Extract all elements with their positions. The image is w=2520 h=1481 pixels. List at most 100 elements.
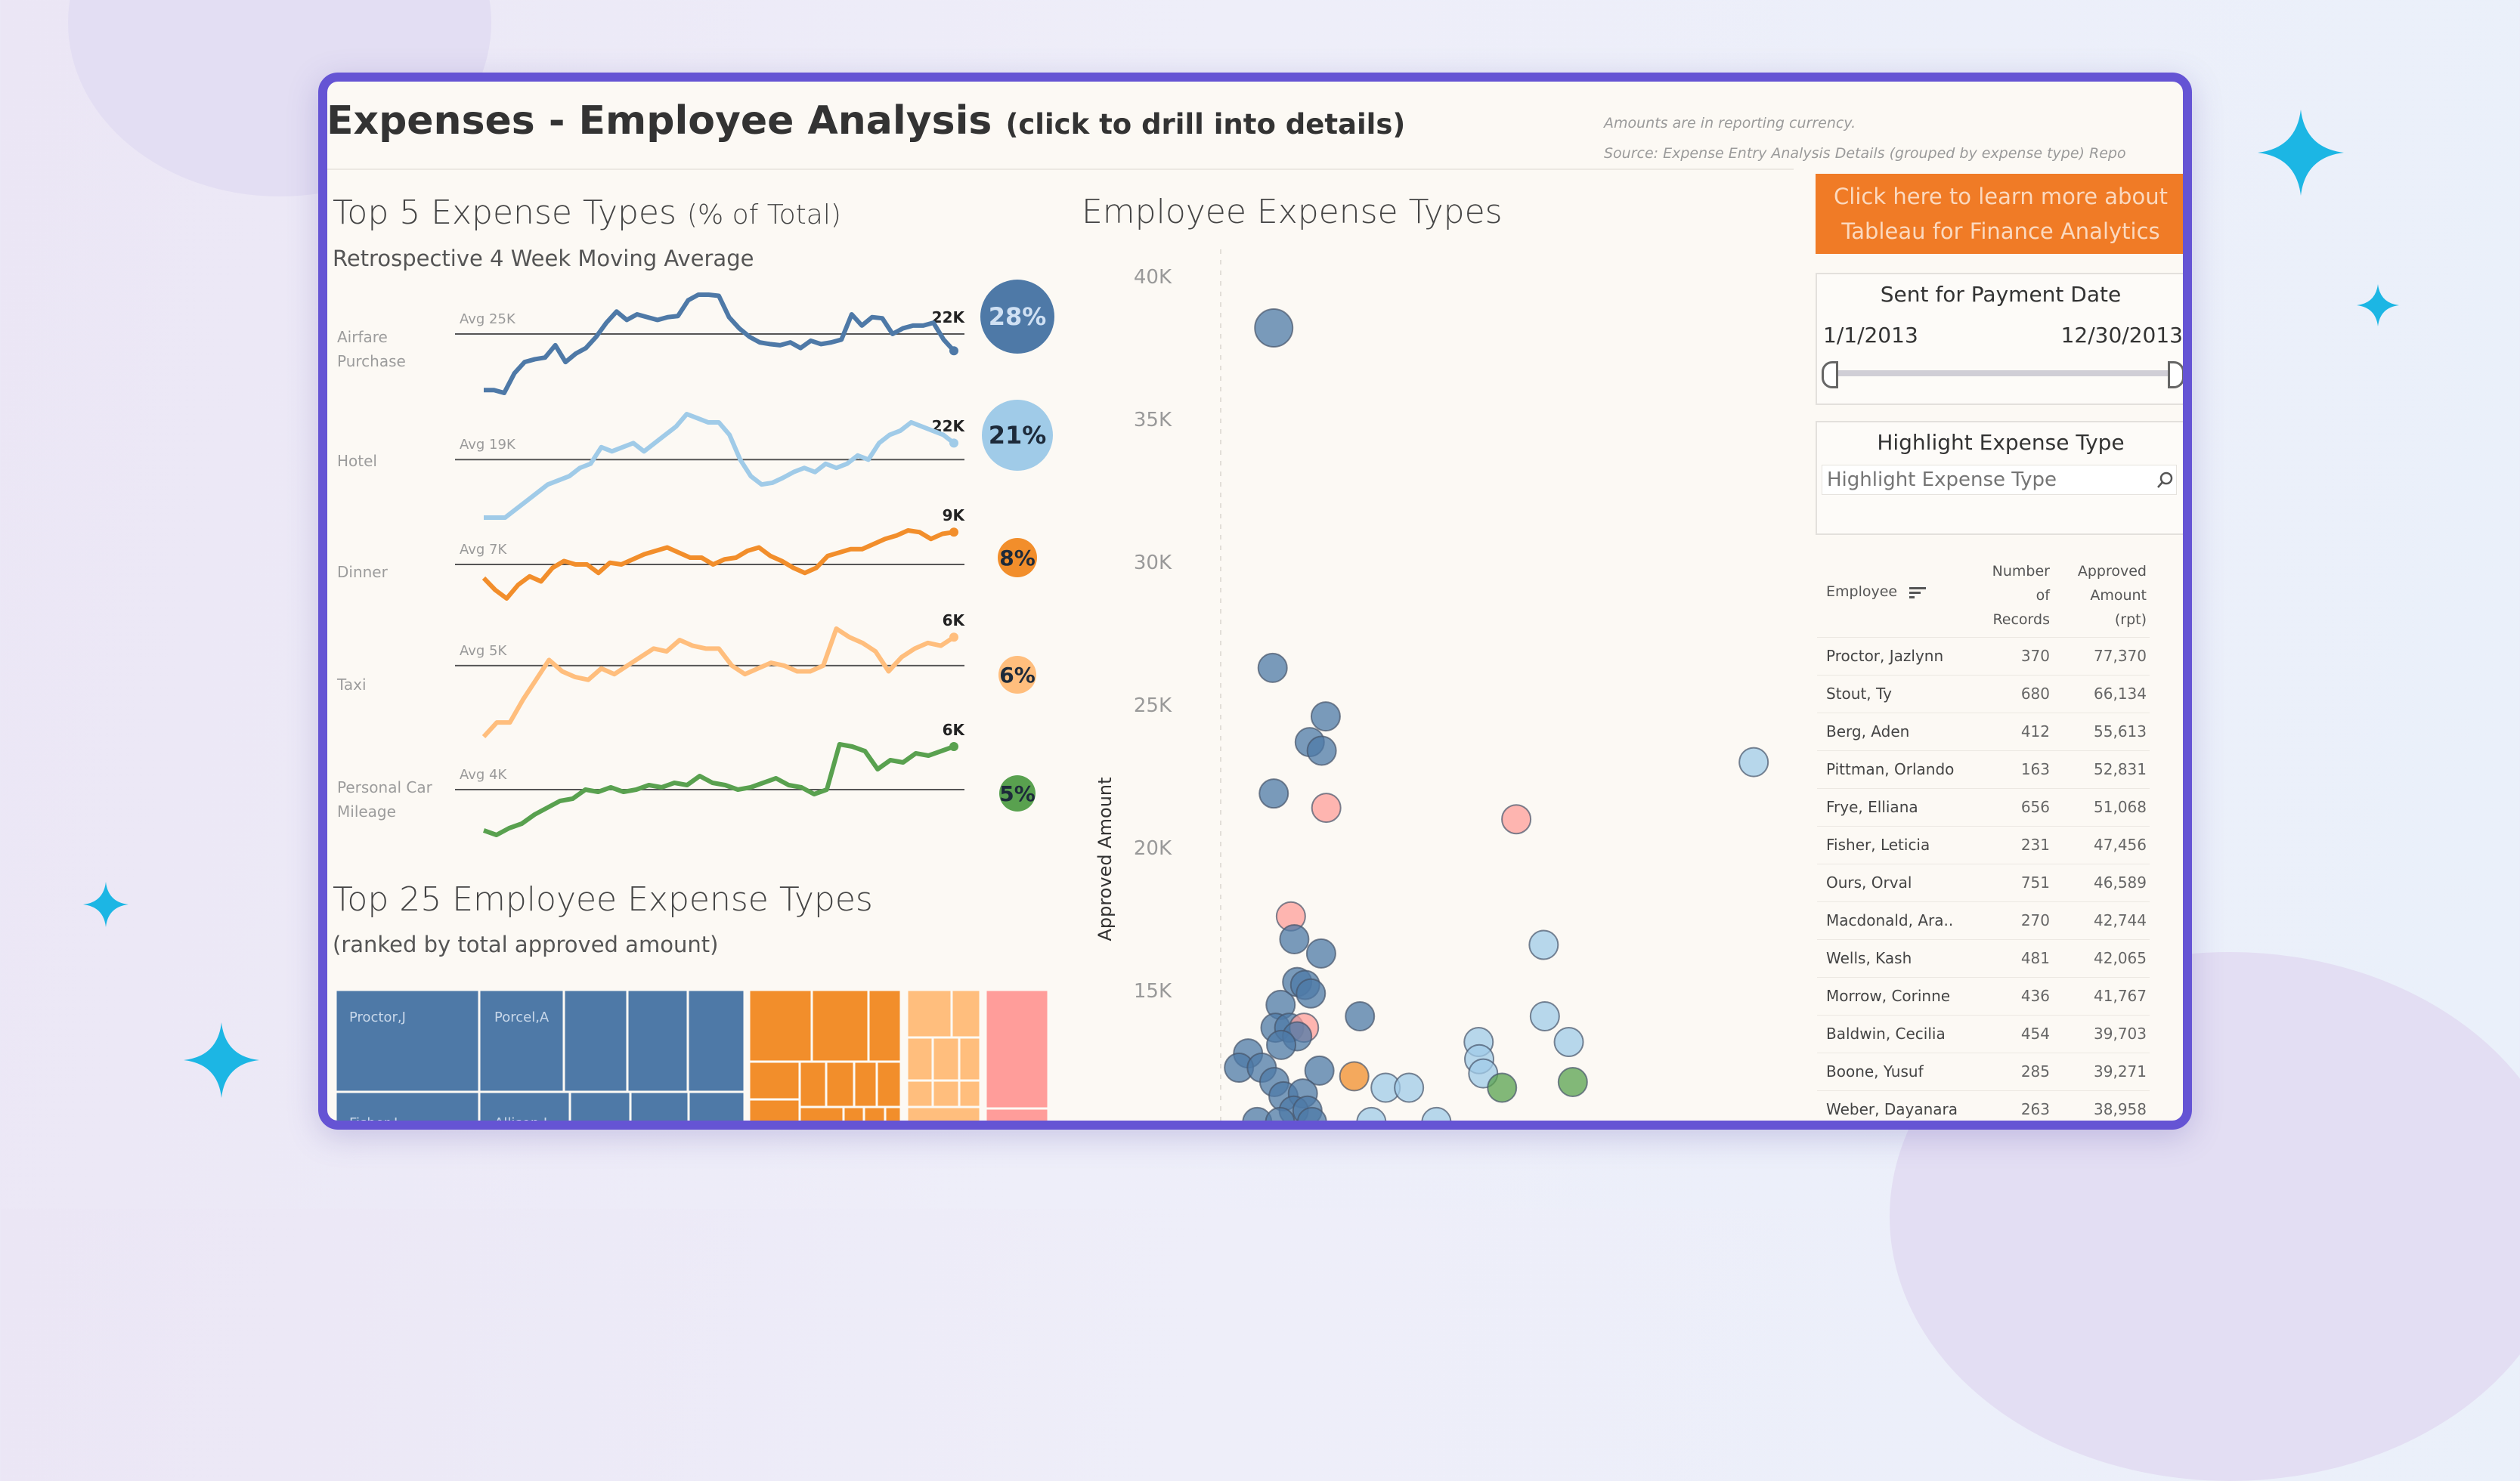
scatter-point[interactable]: [1242, 1106, 1273, 1136]
table-row[interactable]: Boone, Yusuf 285 39,271: [1817, 1053, 2150, 1091]
treemap-cell[interactable]: [867, 988, 902, 1063]
treemap-cell[interactable]: [748, 1098, 801, 1137]
scatter-point[interactable]: [1311, 793, 1342, 824]
record-count: 412: [2020, 722, 2050, 740]
scatter-point[interactable]: [1296, 978, 1327, 1009]
table-row[interactable]: Wells, Kash 481 42,065: [1817, 939, 2150, 978]
scatter-point[interactable]: [1553, 1027, 1584, 1058]
sparkline-series[interactable]: [484, 292, 956, 395]
sparkle-icon: [184, 1022, 259, 1098]
sparkline-end-point: [949, 742, 958, 751]
treemap-cell[interactable]: [906, 1079, 934, 1108]
expense-type-label: Airfare Purchase: [337, 328, 406, 370]
treemap-cell[interactable]: [686, 988, 746, 1093]
approved-amount: 52,831: [2094, 760, 2147, 778]
scatter-point[interactable]: [1529, 1001, 1560, 1032]
sort-icon[interactable]: [1908, 585, 1927, 600]
table-row[interactable]: Fisher, Leticia 231 47,456: [1817, 826, 2150, 864]
y-tick-label: 20K: [1134, 837, 1172, 860]
employee-name: Ours, Orval: [1826, 873, 1912, 892]
date-end[interactable]: 12/30/2013: [2060, 323, 2183, 348]
top5-title: Top 5 Expense Types (% of Total): [333, 193, 841, 232]
scatter-point[interactable]: [1501, 804, 1532, 835]
y-tick-label: 15K: [1134, 980, 1172, 1003]
page-title: Expenses - Employee Analysis (click to d…: [327, 98, 1405, 144]
table-row[interactable]: Berg, Aden 412 55,613: [1817, 713, 2150, 751]
column-header-records[interactable]: Number of Records: [1992, 559, 2050, 632]
scatter-point[interactable]: [1421, 1106, 1452, 1136]
scatter-point[interactable]: [1279, 923, 1310, 954]
treemap-cell[interactable]: [931, 1036, 961, 1082]
scatter-point[interactable]: [1339, 1061, 1370, 1092]
scatter-point[interactable]: [1266, 1029, 1297, 1060]
treemap-cell[interactable]: [906, 1105, 982, 1137]
learn-more-button[interactable]: Click here to learn more about Tableau f…: [1816, 174, 2183, 254]
treemap-cell[interactable]: [884, 1105, 902, 1137]
scatter-point[interactable]: [1345, 1001, 1376, 1032]
treemap-chart[interactable]: Proctor,J Porcel,A Fisher,L Allison,J: [0, 0, 2520, 1209]
treemap-cell-label: Proctor,J: [349, 1009, 406, 1025]
approved-amount: 66,134: [2094, 685, 2147, 703]
employee-name: Macdonald, Ara..: [1826, 911, 1954, 929]
column-header-employee[interactable]: Employee: [1826, 583, 1927, 600]
treemap-cell[interactable]: [906, 1036, 934, 1082]
scatter-point[interactable]: [1528, 929, 1559, 960]
scatter-point[interactable]: [1258, 778, 1289, 809]
y-tick-label: 40K: [1134, 266, 1172, 289]
scatter-point[interactable]: [1304, 1055, 1335, 1086]
scatter-point[interactable]: [1738, 747, 1769, 778]
treemap-cell[interactable]: [958, 1079, 982, 1108]
date-slider-track[interactable]: [1831, 370, 2172, 376]
table-row[interactable]: Weber, Dayanara 263 38,958: [1817, 1090, 2150, 1121]
scatter-point[interactable]: [1254, 308, 1294, 348]
treemap-cell[interactable]: [931, 1079, 961, 1108]
scatter-point[interactable]: [1306, 735, 1337, 766]
sparkline-series[interactable]: [482, 742, 955, 837]
treemap-cell[interactable]: [334, 988, 481, 1093]
sparkline-series[interactable]: [484, 412, 955, 520]
treemap-cell[interactable]: [748, 988, 813, 1063]
sparkline-end-point: [949, 346, 958, 356]
table-row[interactable]: Ours, Orval 751 46,589: [1817, 864, 2150, 902]
employee-name: Proctor, Jazlynn: [1826, 647, 1944, 665]
highlight-search-input[interactable]: [1822, 465, 2177, 495]
treemap-cell[interactable]: [798, 1105, 845, 1137]
scatter-point[interactable]: [1265, 1106, 1296, 1136]
scatter-point[interactable]: [1394, 1072, 1425, 1103]
scatter-point[interactable]: [1296, 1106, 1327, 1136]
scatter-point[interactable]: [1487, 1072, 1518, 1103]
scatter-point[interactable]: [1310, 701, 1341, 732]
table-row[interactable]: Pittman, Orlando 163 52,831: [1817, 750, 2150, 789]
treemap-cell[interactable]: [984, 1107, 1050, 1139]
sparkline-series[interactable]: [481, 626, 955, 739]
sparkline-series[interactable]: [481, 528, 955, 601]
scatter-chart[interactable]: 40K 35K 30K 25K 20K 15K: [0, 0, 2520, 1209]
date-start[interactable]: 1/1/2013: [1823, 323, 1918, 348]
latest-value-label: 9K: [942, 506, 964, 525]
treemap-cell[interactable]: [875, 1060, 902, 1108]
highlight-title: Highlight Expense Type: [1877, 430, 2125, 455]
table-row[interactable]: Frye, Elliana 656 51,068: [1817, 788, 2150, 827]
scatter-point[interactable]: [1305, 938, 1336, 969]
treemap-cell[interactable]: [842, 1105, 865, 1137]
column-header-amount[interactable]: Approved Amount (rpt): [2078, 559, 2147, 632]
approved-amount: 39,703: [2094, 1025, 2147, 1043]
date-slider-start-handle[interactable]: [1822, 361, 1838, 388]
treemap-cell[interactable]: [862, 1105, 887, 1137]
average-label: Avg 5K: [460, 642, 507, 659]
records-header-line: Records: [1992, 611, 2050, 628]
table-row[interactable]: Morrow, Corinne 436 41,767: [1817, 977, 2150, 1016]
treemap-cell[interactable]: [629, 1090, 690, 1137]
treemap-cell[interactable]: [687, 1090, 746, 1137]
scatter-point[interactable]: [1557, 1066, 1588, 1097]
table-row[interactable]: Macdonald, Ara.. 270 42,744: [1817, 901, 2150, 940]
date-slider-end-handle[interactable]: [2168, 361, 2183, 388]
scatter-point[interactable]: [1257, 652, 1288, 683]
scatter-point[interactable]: [1356, 1106, 1387, 1136]
search-icon[interactable]: [2156, 471, 2174, 489]
table-row[interactable]: Stout, Ty 680 66,134: [1817, 675, 2150, 713]
approved-amount: 46,589: [2094, 873, 2147, 892]
table-row[interactable]: Proctor, Jazlynn 370 77,370: [1817, 637, 2150, 676]
table-row[interactable]: Baldwin, Cecilia 454 39,703: [1817, 1015, 2150, 1053]
sparkles-decoration: [83, 110, 2399, 1098]
